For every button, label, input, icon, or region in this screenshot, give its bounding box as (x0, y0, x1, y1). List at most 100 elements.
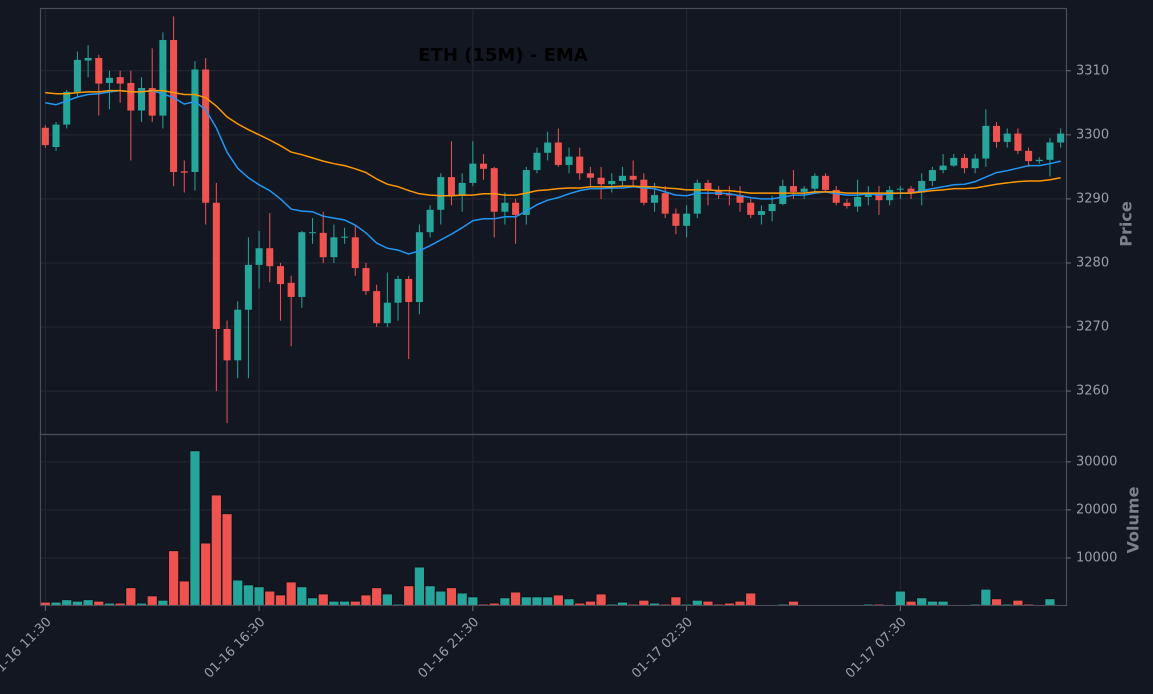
candle-body (138, 88, 146, 111)
candle-body (683, 213, 691, 226)
volume-axis-label: Volume (1124, 486, 1143, 553)
candle-body (223, 328, 231, 361)
volume-bar (146, 595, 158, 607)
candle-body (373, 291, 381, 324)
volume-bar (424, 585, 436, 607)
candle-body (41, 127, 49, 146)
y-tick-label: 3300 (1076, 127, 1109, 142)
candle-body (907, 188, 915, 193)
volume-bar (317, 593, 329, 607)
y-axis-label: Price (1117, 201, 1136, 247)
volume-bar (413, 566, 425, 607)
volume-bar (307, 597, 318, 607)
volume-tick-label: 10000 (1076, 550, 1117, 565)
candle-body (234, 309, 242, 361)
volume-bar (520, 596, 532, 607)
candle-body (608, 180, 616, 185)
y-tick-label: 3290 (1076, 191, 1109, 206)
candle-body (939, 165, 947, 171)
candle-body (341, 236, 349, 238)
y-tick-label: 3310 (1076, 63, 1109, 78)
volume-bar (242, 584, 254, 607)
candle-body (244, 264, 252, 310)
candle-body (116, 77, 124, 84)
volume-bar (275, 594, 286, 607)
candle-body (982, 125, 990, 159)
candle-body (640, 179, 648, 203)
chart-title: ETH (15M) - EMA (418, 45, 588, 66)
candle-body (928, 170, 936, 181)
volume-bar (381, 593, 393, 607)
candle-body (661, 193, 669, 214)
candle-body (597, 177, 605, 185)
volume-bar (371, 587, 383, 607)
candle-body (725, 194, 733, 196)
volume-bar (285, 581, 297, 607)
candle-body (843, 202, 851, 206)
candle-body (383, 302, 391, 324)
candle-body (533, 152, 541, 171)
volume-bar (894, 590, 906, 607)
candle-body (832, 189, 840, 203)
candle-body (1057, 133, 1065, 143)
volume-bar (221, 513, 233, 607)
candle-body (875, 193, 883, 201)
candle-body (822, 175, 830, 190)
candle-body (544, 142, 552, 153)
candle-body (202, 69, 210, 203)
candle-body (480, 163, 488, 169)
volume-bar (189, 450, 201, 607)
candle-body (747, 202, 755, 215)
candle-body (736, 195, 744, 203)
candle-body (993, 125, 1001, 142)
candle-body (896, 188, 904, 190)
candle-body (971, 158, 979, 169)
candle-body (148, 88, 156, 116)
candle-body (73, 59, 81, 92)
candle-body (950, 157, 958, 166)
candle-body (918, 180, 926, 193)
volume-bar (595, 593, 607, 607)
candle-body (426, 209, 434, 233)
candle-body (800, 188, 808, 192)
volume-bar (435, 590, 447, 607)
candle-body (309, 232, 317, 234)
volume-bar (210, 494, 222, 607)
volume-bar (745, 592, 757, 607)
volume-bar (168, 550, 180, 607)
candle-body (576, 156, 584, 174)
volume-bar (296, 586, 308, 607)
candle-body (362, 268, 370, 292)
volume-bar (552, 594, 564, 607)
candle-body (105, 77, 113, 83)
candle-body (405, 278, 413, 303)
candle-body (512, 202, 520, 215)
candle-body (255, 248, 263, 265)
candle-body (501, 202, 509, 212)
volume-panel-border (39, 433, 1068, 607)
candle-body (618, 175, 626, 181)
volume-bar (446, 587, 457, 607)
candle-body (351, 237, 359, 269)
candle-body (565, 156, 573, 165)
candle-body (757, 211, 765, 215)
volume-tick-label: 20000 (1076, 502, 1117, 517)
candle-body (415, 232, 423, 303)
volume-bar (531, 596, 543, 607)
candle-body (704, 182, 712, 190)
volume-bar (980, 588, 992, 607)
volume-bar (264, 590, 276, 607)
candle-body (1046, 142, 1054, 160)
candle-body (437, 177, 445, 210)
candle-body (84, 57, 92, 61)
candle-body (330, 237, 338, 258)
candle-body (127, 82, 135, 111)
candle-body (886, 189, 894, 201)
candle-body (811, 175, 819, 189)
volume-bar (232, 579, 244, 607)
candle-body (95, 57, 103, 84)
volume-bar (542, 596, 554, 607)
volume-bar (456, 592, 468, 607)
volume-tick-label: 30000 (1076, 454, 1117, 469)
